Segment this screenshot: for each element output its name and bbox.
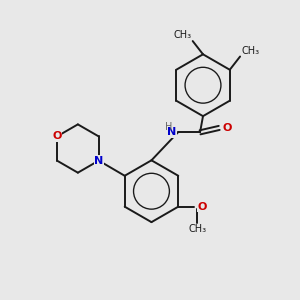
Text: N: N <box>167 127 176 137</box>
Text: H: H <box>165 122 172 132</box>
Text: CH₃: CH₃ <box>173 31 191 40</box>
Text: O: O <box>52 131 62 142</box>
Text: N: N <box>94 156 104 166</box>
Text: O: O <box>197 202 206 212</box>
Text: CH₃: CH₃ <box>242 46 260 56</box>
Text: CH₃: CH₃ <box>188 224 206 234</box>
Text: O: O <box>223 123 232 133</box>
